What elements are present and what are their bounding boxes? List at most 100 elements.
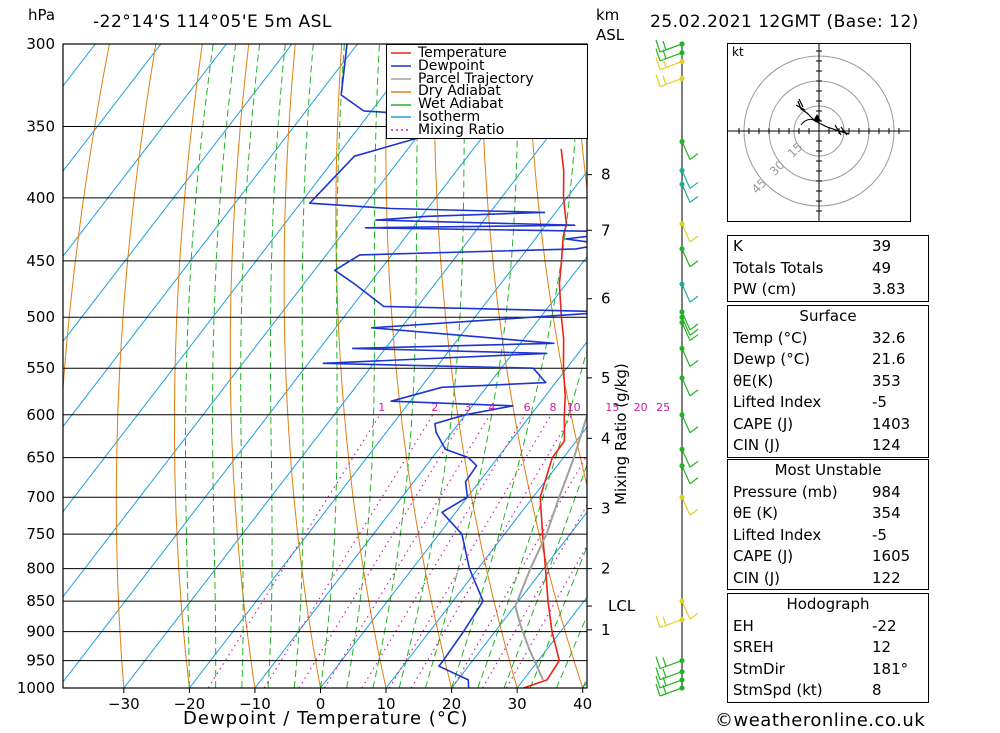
wind-barb	[681, 348, 699, 367]
height-tick-label: LCL	[608, 597, 636, 615]
wind-barb	[681, 322, 699, 342]
most-unstable-value: 354	[872, 504, 901, 522]
wind-barb	[681, 496, 699, 516]
mixing-ratio-label: 2	[431, 401, 438, 414]
hodograph-param-value: 8	[872, 681, 882, 699]
wind-barb	[681, 414, 699, 434]
mixing-ratio-line	[410, 414, 573, 688]
pressure-tick-label: 650	[26, 449, 55, 467]
pressure-unit-label: hPa	[28, 6, 56, 24]
legend-label: Dewpoint	[418, 57, 485, 74]
most-unstable-row: CAPE (J) 1605	[728, 546, 928, 568]
hodograph-param-label: StmSpd (kt)	[733, 681, 823, 699]
height-tick-label: 4	[601, 429, 611, 447]
isotherm-line	[63, 44, 293, 343]
hodograph-param-row: StmSpd (kt) 8	[728, 680, 928, 702]
height-tick-label: 7	[601, 221, 611, 239]
surface-title: Surface	[799, 307, 857, 325]
mixing-ratio-axis-title: Mixing Ratio (g/kg)	[612, 363, 630, 505]
x-tick-label: −10	[239, 695, 271, 713]
wind-barb	[681, 223, 699, 243]
wind-barb	[655, 656, 683, 670]
legend-label: Temperature	[418, 45, 507, 61]
pressure-tick-label: 400	[26, 189, 55, 207]
most-unstable-title: Most Unstable	[774, 461, 882, 479]
pressure-tick-label: 500	[26, 308, 55, 326]
legend-label: Dry Adiabat	[418, 83, 501, 100]
wet-adiabat-line	[346, 44, 380, 688]
most-unstable-label: CIN (J)	[733, 568, 781, 587]
wet-adiabat-line	[503, 463, 587, 688]
mixing-ratio-label: 8	[550, 401, 557, 414]
legend-label: Parcel Trajectory	[418, 70, 534, 87]
hodograph-params-title: Hodograph	[786, 595, 870, 613]
surface-label: Dewp (°C)	[733, 350, 811, 368]
wind-barb-dot	[679, 221, 685, 227]
dry-adiabat-line	[992, 44, 1000, 688]
surface-row: Lifted Index -5	[728, 392, 928, 414]
index-label: PW (cm)	[733, 280, 797, 298]
mixing-ratio-line	[324, 414, 491, 688]
legend-entry: Isotherm	[387, 108, 587, 125]
height-tick-label: 3	[601, 500, 611, 518]
most-unstable-row: θE (K) 354	[728, 503, 928, 525]
hodograph-param-value: 12	[872, 638, 892, 656]
parcel-trajectory-line	[514, 412, 587, 681]
km-label: km	[596, 6, 620, 24]
x-tick-label: 20	[442, 695, 461, 713]
wind-barb	[681, 283, 699, 303]
surface-value: 21.6	[872, 350, 906, 368]
most-unstable-label: CAPE (J)	[733, 547, 794, 565]
legend-entry: Mixing Ratio	[387, 123, 587, 137]
wind-barb	[655, 57, 683, 71]
wet-adiabat-line	[556, 614, 587, 688]
wind-barb	[655, 615, 683, 629]
datetime-title: 25.02.2021 12GMT (Base: 12)	[650, 12, 919, 32]
wind-barb	[681, 141, 699, 161]
x-tick-label: 0	[316, 695, 326, 713]
hodograph-marker	[795, 98, 806, 111]
index-value: 39	[872, 237, 892, 255]
hodograph-ring-label: 45	[749, 176, 770, 197]
isotherm-line	[63, 44, 358, 428]
most-unstable-value: -5	[872, 525, 887, 544]
copyright-footer: ©weatheronline.co.uk	[715, 710, 926, 731]
hodograph-trace	[800, 118, 820, 126]
hodograph-ring-label: 15	[785, 140, 806, 161]
dewpoint-line	[308, 44, 587, 688]
asl-label: ASL	[596, 26, 625, 44]
most-unstable-panel: Most Unstable Pressure (mb) 984 θE (K) 354 L…	[727, 459, 929, 590]
pressure-tick-label: 550	[26, 359, 55, 377]
isotherm-line	[254, 255, 587, 688]
legend-entry: Temperature	[387, 45, 587, 61]
mixing-ratio-label: 20	[634, 401, 648, 414]
index-row: PW (cm) 3.83	[728, 279, 928, 301]
chart-legend: Temperature Dewpoint Parcel Trajectory Dry …	[386, 44, 588, 139]
surface-value: 124	[872, 436, 901, 454]
height-tick-label: 1	[601, 621, 611, 639]
most-unstable-value: 984	[872, 482, 901, 501]
index-label: Totals Totals	[733, 258, 824, 277]
x-tick-label: −30	[108, 695, 140, 713]
mixing-ratio-label: 25	[656, 401, 670, 414]
surface-row: CAPE (J) 1403	[728, 414, 928, 436]
wind-barb	[681, 184, 699, 203]
hodograph-param-row: StmDir 181°	[728, 659, 928, 681]
pressure-tick-label: 1000	[17, 679, 55, 697]
most-unstable-row: CIN (J) 122	[728, 568, 928, 590]
wind-barb	[681, 377, 699, 397]
legend-entry: Wet Adiabat	[387, 97, 587, 111]
dry-adiabat-line	[946, 44, 1000, 688]
x-tick-label: 30	[508, 695, 527, 713]
surface-value: -5	[872, 393, 887, 411]
wind-barb	[681, 170, 699, 189]
legend-label: Isotherm	[418, 108, 481, 125]
surface-value: 1403	[872, 414, 911, 433]
most-unstable-value: 1605	[872, 547, 911, 565]
pressure-tick-label: 900	[26, 623, 55, 641]
hodograph: 15 30 45 kt	[727, 43, 911, 222]
index-row: Totals Totals 49	[728, 258, 928, 280]
mixing-ratio-line	[361, 414, 526, 688]
wet-adiabat-line	[451, 44, 581, 688]
index-value: 49	[872, 258, 892, 277]
